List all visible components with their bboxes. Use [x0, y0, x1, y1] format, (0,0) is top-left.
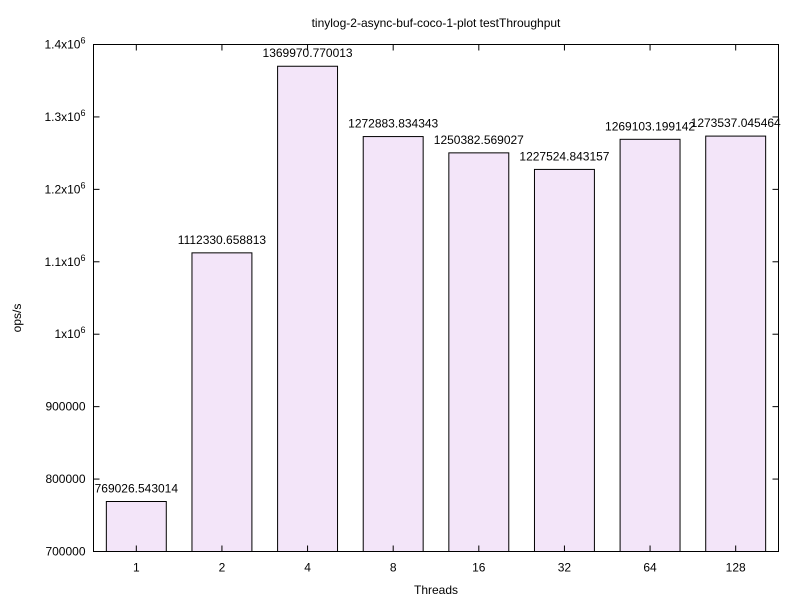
bar-8: [362, 136, 424, 552]
y-tick-label: 1.2x106: [44, 180, 85, 196]
plot-frame: [93, 44, 779, 552]
value-label-32: 1227524.843157: [519, 149, 609, 163]
bar-1: [105, 501, 167, 553]
x-tick-label-128: 128: [726, 561, 746, 575]
x-tick-label-1: 1: [133, 561, 140, 575]
chart-title: tinylog-2-async-buf-coco-1-plot testThro…: [312, 16, 561, 30]
value-labels-group: 769026.543014 1112330.658813 1369970.77001…: [95, 46, 781, 495]
x-tick-label-8: 8: [390, 561, 397, 575]
x-tick-label-16: 16: [472, 561, 486, 575]
bar-32: [533, 168, 595, 552]
x-axis-label: Threads: [414, 583, 458, 597]
y-tick-label: 1x106: [54, 325, 85, 341]
value-label-128: 1273537.045464: [691, 116, 781, 130]
y-tick-label: 1.3x106: [44, 108, 85, 124]
value-label-8: 1272883.834343: [348, 117, 438, 131]
y-tick-label: 900000: [45, 400, 85, 414]
bar-64: [619, 138, 681, 553]
bar-16: [448, 152, 510, 553]
y-tick-label: 700000: [45, 545, 85, 559]
x-tick-label-64: 64: [643, 561, 657, 575]
axis-ticks-group: 1 2 4 8 16 32 64 128 700000 800000 900000 1x106 1.1x…: [44, 36, 779, 575]
bar-4: [277, 65, 339, 552]
bars-group: [105, 65, 767, 553]
bar-128: [705, 135, 767, 552]
y-tick-label: 1.4x106: [44, 36, 85, 52]
x-tick-label-2: 2: [219, 561, 226, 575]
y-tick-label: 800000: [45, 472, 85, 486]
bar-2: [191, 252, 253, 552]
value-label-64: 1269103.199142: [605, 119, 695, 133]
value-label-16: 1250382.569027: [434, 133, 524, 147]
x-tick-label-4: 4: [304, 561, 311, 575]
y-axis-label: ops/s: [10, 304, 24, 333]
y-tick-label: 1.1x106: [44, 253, 85, 269]
value-label-4: 1369970.770013: [263, 46, 353, 60]
x-tick-label-32: 32: [558, 561, 572, 575]
value-label-1: 769026.543014: [95, 482, 179, 496]
value-label-2: 1112330.658813: [178, 233, 267, 247]
